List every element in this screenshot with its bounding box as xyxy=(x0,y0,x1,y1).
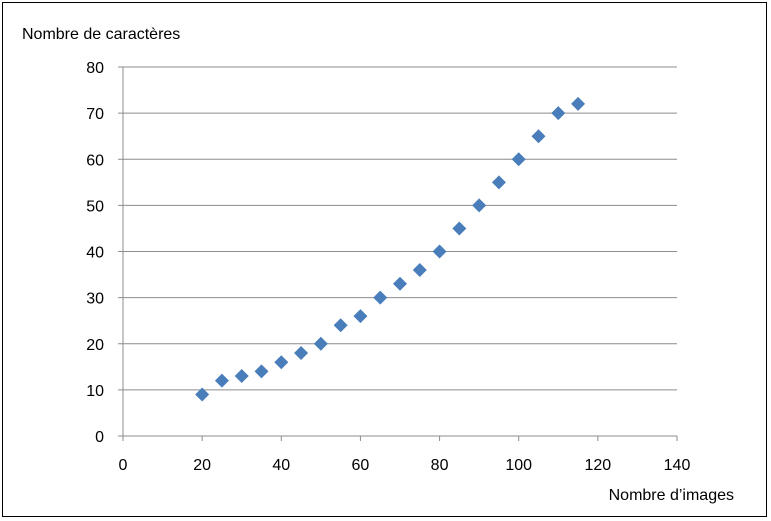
data-point xyxy=(531,129,546,144)
data-point xyxy=(452,221,467,236)
x-tick-label: 40 xyxy=(272,457,290,474)
y-tick-label: 40 xyxy=(86,245,104,262)
data-point xyxy=(353,309,368,324)
x-tick-label: 80 xyxy=(431,457,449,474)
data-point xyxy=(472,198,487,213)
x-tick-label: 120 xyxy=(585,457,612,474)
x-axis-title: Nombre d’images xyxy=(609,487,734,504)
y-tick-label: 0 xyxy=(95,429,104,446)
y-tick-label: 80 xyxy=(86,60,104,77)
data-point xyxy=(294,345,309,360)
data-point xyxy=(313,336,328,351)
x-tick-label: 140 xyxy=(664,457,691,474)
data-point xyxy=(195,387,210,402)
x-tick-label: 60 xyxy=(352,457,370,474)
y-tick-label: 70 xyxy=(86,106,104,123)
axes xyxy=(118,66,678,441)
x-tick-labels: 0 20 40 60 80 100 120 140 xyxy=(119,457,691,474)
data-point xyxy=(274,355,289,370)
data-point xyxy=(234,369,249,384)
x-tick-label: 100 xyxy=(505,457,532,474)
grid-lines xyxy=(123,66,677,391)
data-point xyxy=(432,244,447,259)
data-points xyxy=(195,96,586,402)
data-point xyxy=(214,373,229,388)
data-point xyxy=(412,262,427,277)
x-tick-label: 0 xyxy=(119,457,128,474)
data-point xyxy=(571,96,586,111)
data-point xyxy=(254,364,269,379)
data-point xyxy=(393,276,407,291)
data-point xyxy=(551,106,566,121)
y-tick-label: 50 xyxy=(86,198,104,215)
data-point xyxy=(511,152,526,167)
data-point xyxy=(491,175,506,190)
y-tick-labels: 0 10 20 30 40 50 60 70 80 xyxy=(86,60,104,446)
y-tick-label: 10 xyxy=(86,383,104,400)
y-tick-label: 30 xyxy=(86,291,104,308)
data-point xyxy=(333,318,348,333)
y-tick-label: 60 xyxy=(86,152,104,169)
y-axis-title: Nombre de caractères xyxy=(22,26,180,43)
x-tick-label: 20 xyxy=(193,457,211,474)
data-point xyxy=(373,290,388,305)
y-tick-label: 20 xyxy=(86,337,104,354)
